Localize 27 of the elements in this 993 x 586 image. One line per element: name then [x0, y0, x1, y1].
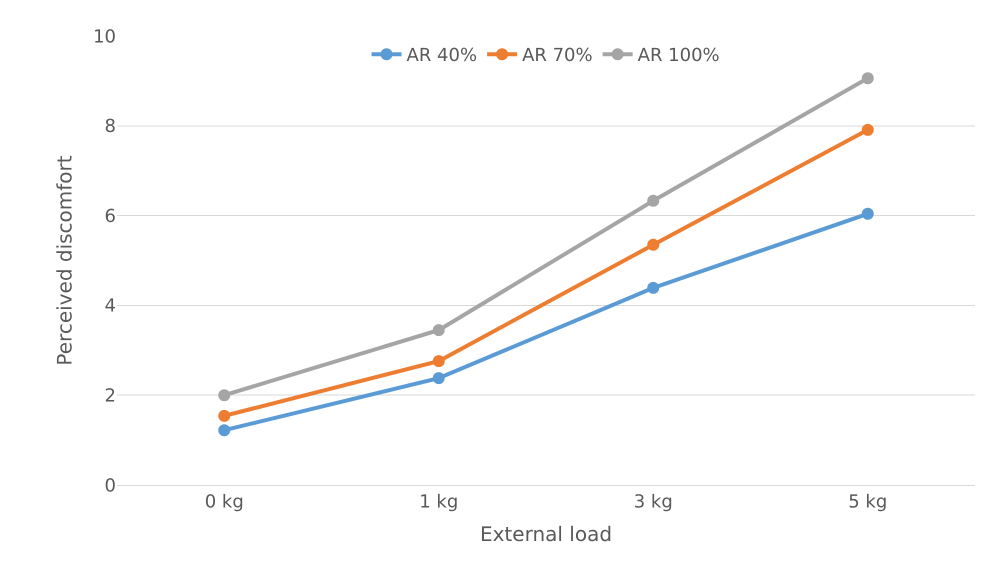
y-tick-label: 6	[104, 206, 116, 227]
y-tick-label: 4	[104, 296, 116, 317]
y-tick-label: 2	[104, 386, 116, 406]
point	[218, 389, 230, 402]
point	[647, 238, 660, 251]
point	[862, 208, 874, 220]
x-tick-label: 0 kg	[204, 492, 244, 513]
point	[432, 324, 445, 336]
point	[432, 372, 445, 384]
point	[218, 424, 230, 436]
point	[647, 282, 660, 294]
point	[432, 355, 445, 368]
legend-label: AR 40%	[406, 45, 478, 66]
x-tick-label: 1 kg	[419, 492, 458, 513]
y-tick-label: 10	[93, 26, 116, 48]
point	[218, 410, 230, 422]
x-tick-label: 5 kg	[848, 492, 888, 513]
x-tick-label: 3 kg	[634, 492, 673, 513]
point	[647, 194, 660, 207]
y-axis-title: Perceived discomfort	[52, 155, 77, 366]
x-axis-title: External load	[480, 522, 612, 546]
legend-label: AR 70%	[522, 45, 593, 66]
point	[862, 124, 874, 136]
legend-label: AR 100%	[638, 45, 720, 66]
point	[862, 72, 874, 84]
y-tick-label: 0	[104, 475, 116, 496]
y-tick-label: 8	[104, 116, 116, 138]
